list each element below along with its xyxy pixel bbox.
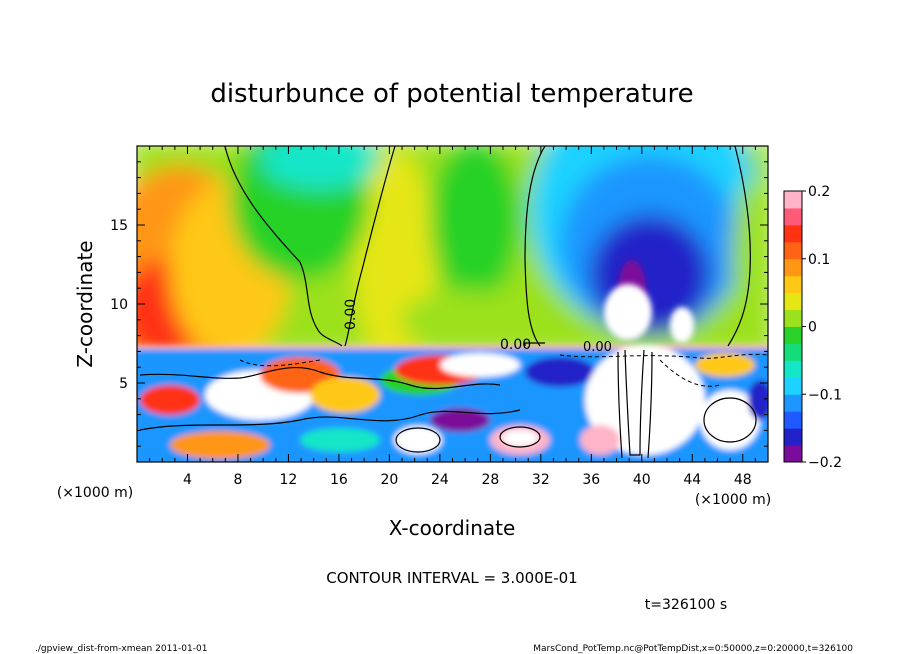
- colorbar-tick-label: 0.1: [808, 252, 830, 268]
- x-tick-label: 32: [532, 472, 550, 488]
- colorbar-swatch: [784, 394, 802, 412]
- y-axis-title: Z-coordinate: [73, 240, 97, 367]
- x-tick-label: 44: [683, 472, 701, 488]
- x-tick-label: 28: [481, 472, 499, 488]
- colorbar-swatch: [784, 377, 802, 395]
- x-tick-label: 24: [431, 472, 449, 488]
- time-label: t=326100 s: [645, 597, 727, 613]
- y-tick-label: 5: [119, 376, 128, 392]
- contour-label: 0.00: [343, 299, 359, 330]
- y-tick-label: 10: [110, 297, 128, 313]
- colorbar-swatch: [784, 191, 802, 209]
- colorbar: [784, 191, 802, 463]
- x-tick-label: 40: [633, 472, 651, 488]
- colorbar-swatch: [784, 360, 802, 378]
- colorbar-tick-label: 0: [808, 320, 817, 336]
- x-unit-label: (×1000 m): [695, 492, 771, 508]
- x-axis-title: X-coordinate: [389, 516, 516, 540]
- contour-lines: [139, 146, 757, 459]
- colorbar-tick-label: −0.2: [808, 455, 842, 471]
- y-tick-label: 15: [110, 218, 128, 234]
- x-tick-label: 16: [330, 472, 348, 488]
- colorbar-swatch: [784, 428, 802, 446]
- colorbar-tick-label: 0.2: [808, 184, 830, 200]
- colorbar-swatch: [784, 411, 802, 429]
- x-tick-label: 36: [582, 472, 600, 488]
- x-tick-label: 8: [233, 472, 242, 488]
- colorbar-tick-label: −0.1: [808, 387, 842, 403]
- x-tick-label: 4: [183, 472, 192, 488]
- colorbar-swatch: [784, 445, 802, 463]
- colorbar-swatch: [784, 292, 802, 311]
- colorbar-swatch: [784, 258, 802, 277]
- colorbar-swatch: [784, 241, 802, 260]
- x-axis: 4 8 12 16 20 24 28 32 36 40 44 48: [136, 146, 769, 488]
- colorbar-swatch: [784, 275, 802, 294]
- x-tick-label: 20: [380, 472, 398, 488]
- contour-label: 0.00: [583, 340, 612, 355]
- footer-right: MarsCond_PotTemp.nc@PotTempDist,x=0:5000…: [533, 644, 853, 654]
- colorbar-swatch: [784, 343, 802, 361]
- x-tick-label: 12: [280, 472, 298, 488]
- colorbar-swatch: [784, 207, 802, 226]
- y-unit-label: (×1000 m): [57, 485, 133, 501]
- chart-title: disturbunce of potential temperature: [210, 79, 693, 109]
- colorbar-ticks: 0.2 0.1 0 −0.1 −0.2: [802, 184, 842, 471]
- x-tick-label: 48: [734, 472, 752, 488]
- colorbar-swatch: [784, 326, 802, 344]
- footer-left: ./gpview_dist-from-xmean 2011-01-01: [35, 644, 207, 654]
- contour-label: 0.00: [500, 337, 531, 353]
- y-axis: 5 10 15: [110, 145, 768, 463]
- colorbar-swatch: [784, 224, 802, 243]
- heatmap-field: [137, 146, 768, 462]
- colorbar-swatch: [784, 309, 802, 327]
- contour-interval-label: CONTOUR INTERVAL = 3.000E-01: [326, 569, 577, 587]
